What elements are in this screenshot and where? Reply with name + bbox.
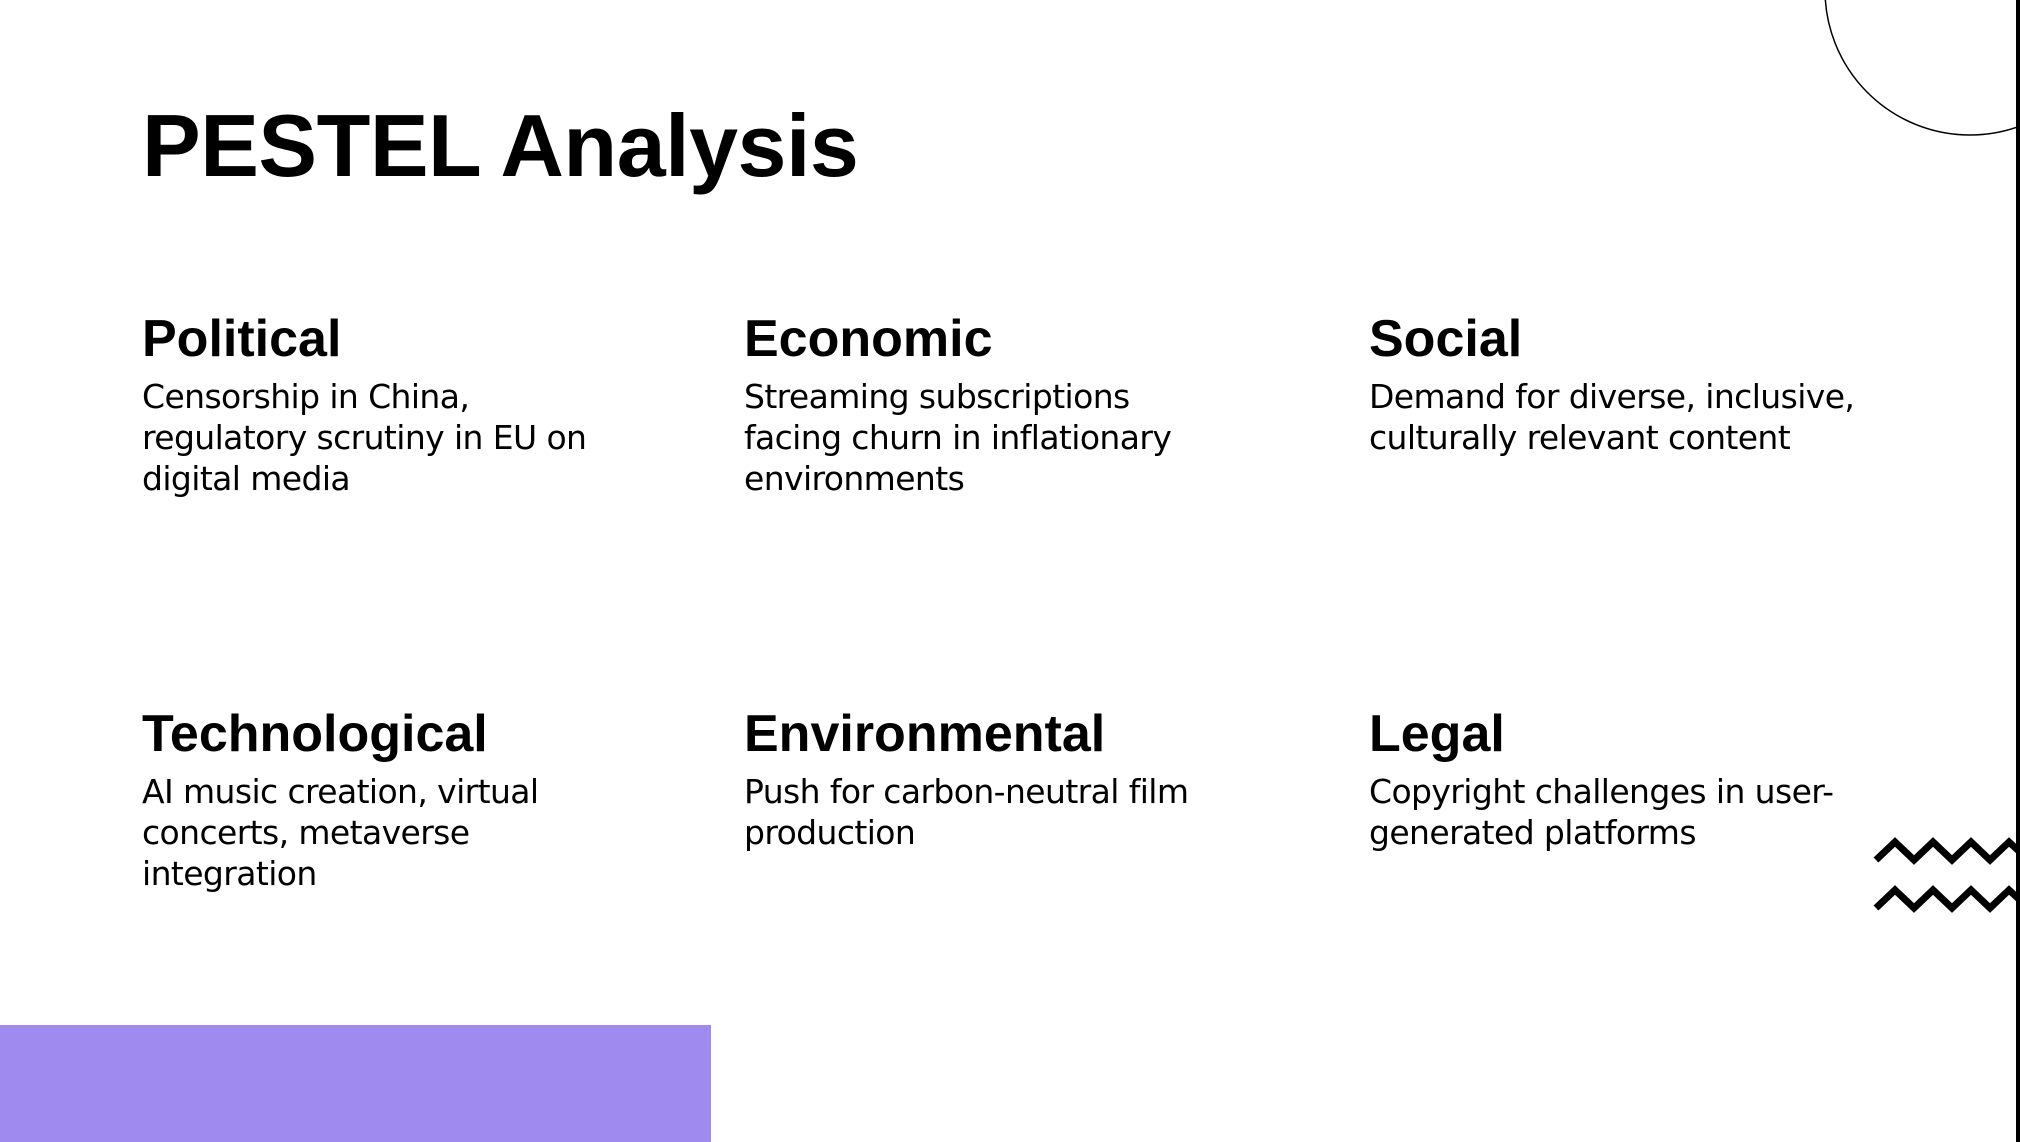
factor-text: Copyright challenges in user-generated p… <box>1369 771 1834 852</box>
factor-heading: Political <box>142 310 342 368</box>
factor-text: AI music creation, virtual concerts, met… <box>142 771 539 893</box>
factor-heading: Economic <box>744 310 993 368</box>
factor-legal: Legal Copyright challenges in user-gener… <box>1369 705 1889 853</box>
factor-heading: Legal <box>1369 705 1505 763</box>
decorative-circle <box>1824 0 2020 136</box>
factor-text: Demand for diverse, inclusive, culturall… <box>1369 376 1855 457</box>
zigzag-line-bottom <box>1873 885 2020 913</box>
factor-text: Censorship in China, regulatory scrutiny… <box>142 376 587 498</box>
zigzag-line-top <box>1873 837 2020 865</box>
factor-heading: Environmental <box>744 705 1106 763</box>
factor-heading: Social <box>1369 310 1523 368</box>
slide-title: PESTEL Analysis <box>142 96 859 195</box>
factor-environmental: Environmental Push for carbon-neutral fi… <box>744 705 1264 853</box>
right-edge-line <box>2016 0 2020 1142</box>
factor-social: Social Demand for diverse, inclusive, cu… <box>1369 310 1889 458</box>
factor-economic: Economic Streaming subscriptions facing … <box>744 310 1264 499</box>
accent-block <box>0 1025 711 1142</box>
factor-political: Political Censorship in China, regulator… <box>142 310 662 499</box>
factor-heading: Technological <box>142 705 488 763</box>
factor-technological: Technological AI music creation, virtual… <box>142 705 662 894</box>
factor-text: Push for carbon-neutral film production <box>744 771 1189 852</box>
factor-text: Streaming subscriptions facing churn in … <box>744 376 1172 498</box>
